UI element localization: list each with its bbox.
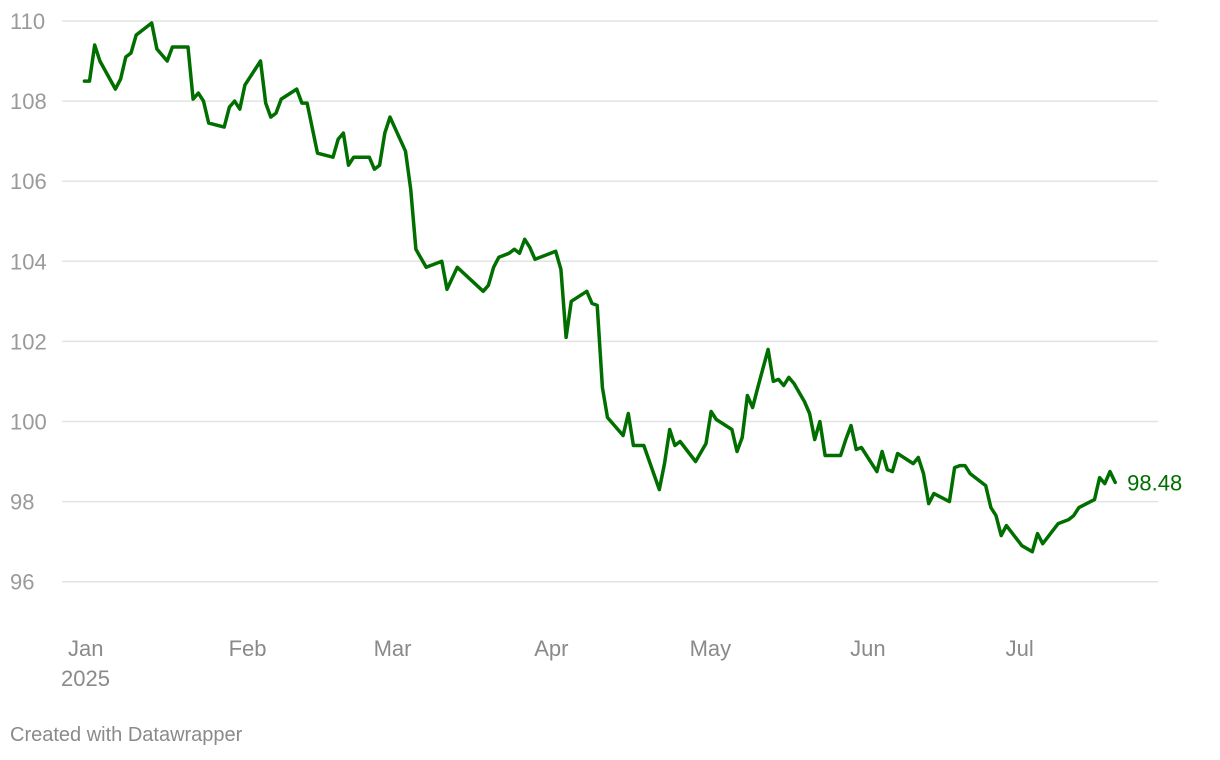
x-tick-label: Mar <box>374 636 412 661</box>
x-tick-label: Jun <box>850 636 885 661</box>
line-chart: 96 98 100 102 104 106 108 110 Jan 2025 Feb Mar Apr M… <box>10 9 1182 691</box>
series-layer: 98.48 <box>82 21 1182 554</box>
credit-text: Created with Datawrapper <box>10 724 243 746</box>
y-tick-label: 100 <box>10 410 47 435</box>
x-tick-label: May <box>690 636 732 661</box>
x-tick-label: Apr <box>534 636 568 661</box>
series-line <box>82 21 1117 554</box>
y-tick-label: 102 <box>10 329 47 354</box>
x-tick-label: Feb <box>229 636 267 661</box>
x-tick-sublabel: 2025 <box>61 666 110 691</box>
end-value-label: 98.48 <box>1127 470 1182 495</box>
y-tick-label: 104 <box>10 249 47 274</box>
x-tick-label: Jul <box>1006 636 1034 661</box>
y-tick-label: 106 <box>10 169 47 194</box>
x-axis: Jan 2025 Feb Mar Apr May Jun Jul <box>61 636 1034 691</box>
x-tick-label: Jan <box>68 636 103 661</box>
y-tick-label: 98 <box>10 490 34 515</box>
y-tick-label: 96 <box>10 570 34 595</box>
y-tick-label: 108 <box>10 89 47 114</box>
grid-layer <box>62 20 1158 583</box>
y-axis: 96 98 100 102 104 106 108 110 <box>10 9 47 595</box>
y-tick-label: 110 <box>10 9 45 34</box>
